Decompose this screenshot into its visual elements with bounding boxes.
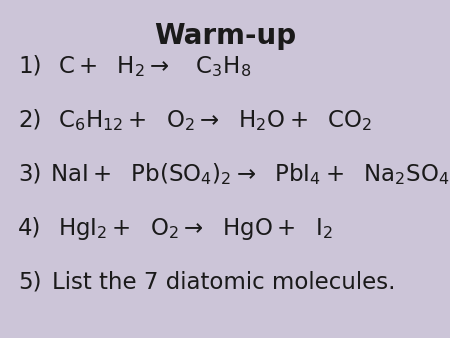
Text: List the 7 diatomic molecules.: List the 7 diatomic molecules.	[52, 271, 395, 294]
Text: 4): 4)	[18, 217, 41, 240]
Text: $\mathrm{HgI_2 + \ \ O_2 \rightarrow \ \ HgO + \ \ I_2}$: $\mathrm{HgI_2 + \ \ O_2 \rightarrow \ \…	[58, 216, 333, 242]
Text: 1): 1)	[18, 55, 41, 78]
Text: $\mathrm{NaI + \ \ Pb(SO_4)_2{\rightarrow} \ \ PbI_4 + \ \ Na_2SO_4}$: $\mathrm{NaI + \ \ Pb(SO_4)_2{\rightarro…	[50, 161, 449, 187]
Text: 3): 3)	[18, 163, 41, 186]
Text: 5): 5)	[18, 271, 41, 294]
Text: $\mathrm{C_6H_{12} + \ \ O_2 \rightarrow \ \ H_2O + \ \ CO_2}$: $\mathrm{C_6H_{12} + \ \ O_2 \rightarrow…	[58, 108, 373, 132]
Text: $\mathrm{C + \ \ H_2 \rightarrow \ \ \ C_3H_8}$: $\mathrm{C + \ \ H_2 \rightarrow \ \ \ C…	[58, 54, 252, 78]
Text: 2): 2)	[18, 109, 41, 132]
Text: Warm-up: Warm-up	[154, 22, 296, 50]
